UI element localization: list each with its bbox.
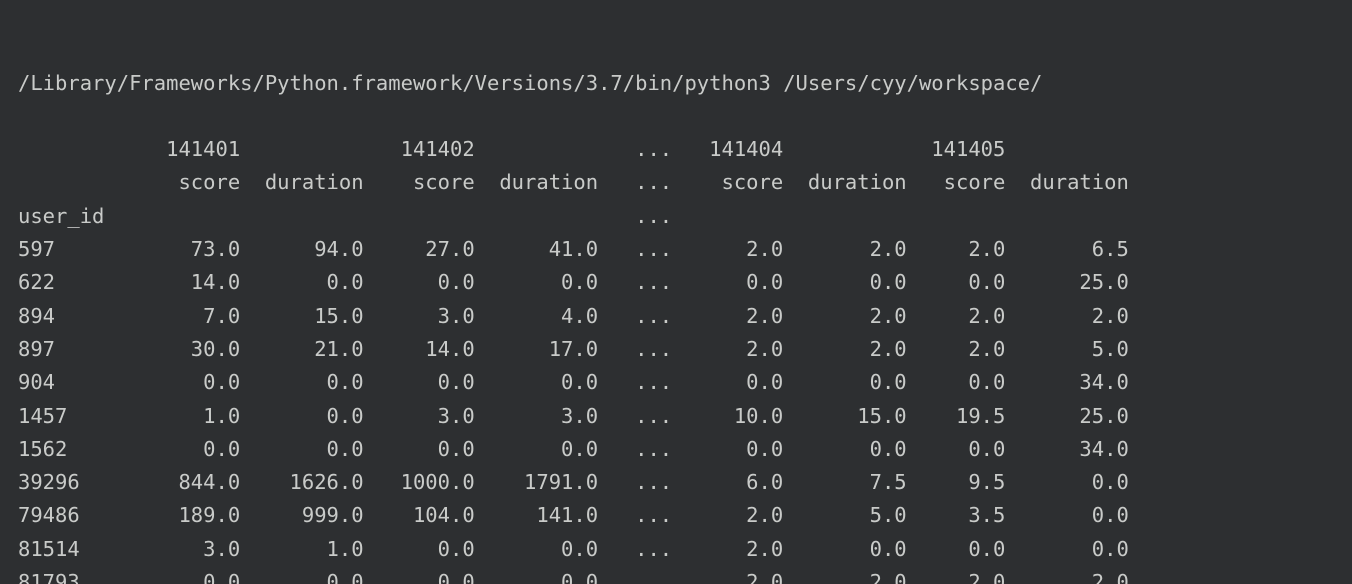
command-line: /Library/Frameworks/Python.framework/Ver… bbox=[18, 67, 1334, 100]
table-row: 904 0.0 0.0 0.0 0.0 ... 0.0 0.0 0.0 34.0 bbox=[18, 366, 1334, 399]
table-row: 597 73.0 94.0 27.0 41.0 ... 2.0 2.0 2.0 … bbox=[18, 233, 1334, 266]
table-row: 1562 0.0 0.0 0.0 0.0 ... 0.0 0.0 0.0 34.… bbox=[18, 433, 1334, 466]
table-header-level1: 141401 141402 ... 141404 141405 bbox=[18, 133, 1334, 166]
table-row: 894 7.0 15.0 3.0 4.0 ... 2.0 2.0 2.0 2.0 bbox=[18, 300, 1334, 333]
table-row: 1457 1.0 0.0 3.0 3.0 ... 10.0 15.0 19.5 … bbox=[18, 400, 1334, 433]
table-row: 79486 189.0 999.0 104.0 141.0 ... 2.0 5.… bbox=[18, 499, 1334, 532]
table-row: 897 30.0 21.0 14.0 17.0 ... 2.0 2.0 2.0 … bbox=[18, 333, 1334, 366]
table-row: 622 14.0 0.0 0.0 0.0 ... 0.0 0.0 0.0 25.… bbox=[18, 266, 1334, 299]
table-index-label: user_id ... bbox=[18, 200, 1334, 233]
table-row: 81793 0.0 0.0 0.0 0.0 ... 2.0 2.0 2.0 2.… bbox=[18, 566, 1334, 584]
table-row: 81514 3.0 1.0 0.0 0.0 ... 2.0 0.0 0.0 0.… bbox=[18, 533, 1334, 566]
terminal-output: /Library/Frameworks/Python.framework/Ver… bbox=[0, 0, 1352, 584]
table-row: 39296 844.0 1626.0 1000.0 1791.0 ... 6.0… bbox=[18, 466, 1334, 499]
table-header-level2: score duration score duration ... score … bbox=[18, 166, 1334, 199]
